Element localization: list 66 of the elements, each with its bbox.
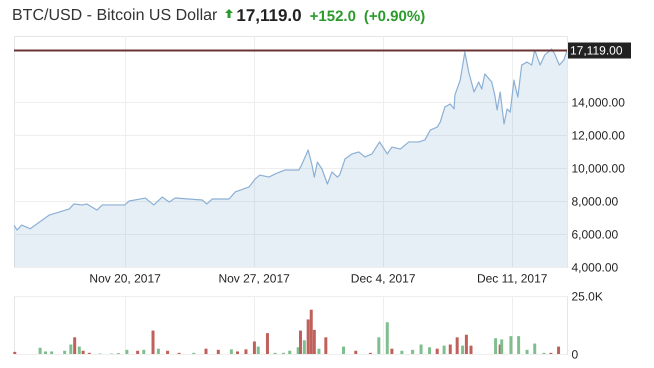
- bar: [44, 351, 47, 354]
- bar: [136, 350, 140, 354]
- bar: [298, 330, 302, 354]
- bar: [69, 344, 72, 354]
- ref-line-label: 17,119.00: [570, 44, 623, 58]
- bar: [428, 347, 432, 354]
- bar: [533, 344, 536, 354]
- text: (+0.90%): [364, 8, 426, 24]
- bar: [78, 346, 81, 354]
- bar: [125, 350, 128, 354]
- bar: [50, 351, 54, 354]
- x-tick-label: Nov 27, 2017: [218, 272, 290, 286]
- y-tick-label: 6,000.00: [572, 228, 619, 242]
- bar: [142, 350, 146, 354]
- bar: [63, 350, 66, 354]
- bar: [236, 351, 240, 354]
- bar: [302, 340, 306, 354]
- bar: [377, 337, 380, 354]
- bar: [266, 333, 269, 354]
- x-tick-label: Dec 4, 2017: [350, 272, 416, 286]
- bar: [244, 349, 248, 354]
- bar: [420, 344, 423, 354]
- chart-title: BTC/USD - Bitcoin US Dollar: [12, 7, 218, 24]
- bar: [288, 350, 292, 354]
- bar: [204, 348, 208, 354]
- bar: [317, 348, 320, 354]
- bar: [342, 346, 345, 354]
- bar: [354, 350, 358, 354]
- bar: [38, 348, 42, 354]
- bar: [216, 350, 220, 354]
- bar: [73, 337, 76, 354]
- y-tick-label: 25.0K: [572, 290, 603, 304]
- bar: [166, 350, 170, 354]
- bar: [456, 337, 459, 354]
- y-tick-label: 4,000.00: [572, 260, 619, 274]
- bar: [390, 348, 394, 354]
- bar: [400, 350, 404, 354]
- text: 17,119.0: [236, 6, 302, 25]
- bar: [517, 336, 520, 354]
- x-tick-label: Nov 20, 2017: [89, 272, 162, 286]
- bar: [252, 341, 256, 354]
- bar: [494, 338, 498, 354]
- bar: [256, 346, 260, 354]
- y-tick-label: 8,000.00: [572, 194, 619, 208]
- bar: [82, 350, 85, 354]
- bar: [526, 350, 529, 354]
- bar: [442, 346, 446, 354]
- bar: [509, 336, 512, 354]
- bar: [230, 349, 233, 354]
- bar: [500, 339, 504, 354]
- bar: [310, 310, 313, 354]
- y-tick-label: 10,000.00: [572, 162, 626, 176]
- bar: [448, 344, 452, 354]
- y-tick-label: 12,000.00: [572, 128, 626, 142]
- x-tick-label: Dec 11, 2017: [476, 272, 548, 286]
- bar: [557, 346, 560, 354]
- bar: [152, 330, 155, 354]
- bar: [156, 348, 160, 354]
- y-tick-label: 0: [572, 348, 578, 362]
- bar: [461, 346, 464, 354]
- y-tick-label: 14,000.00: [572, 96, 626, 110]
- bar: [324, 337, 328, 354]
- bar: [386, 322, 389, 354]
- text: +152.0: [310, 8, 356, 24]
- bar: [436, 348, 439, 354]
- bar: [411, 350, 414, 354]
